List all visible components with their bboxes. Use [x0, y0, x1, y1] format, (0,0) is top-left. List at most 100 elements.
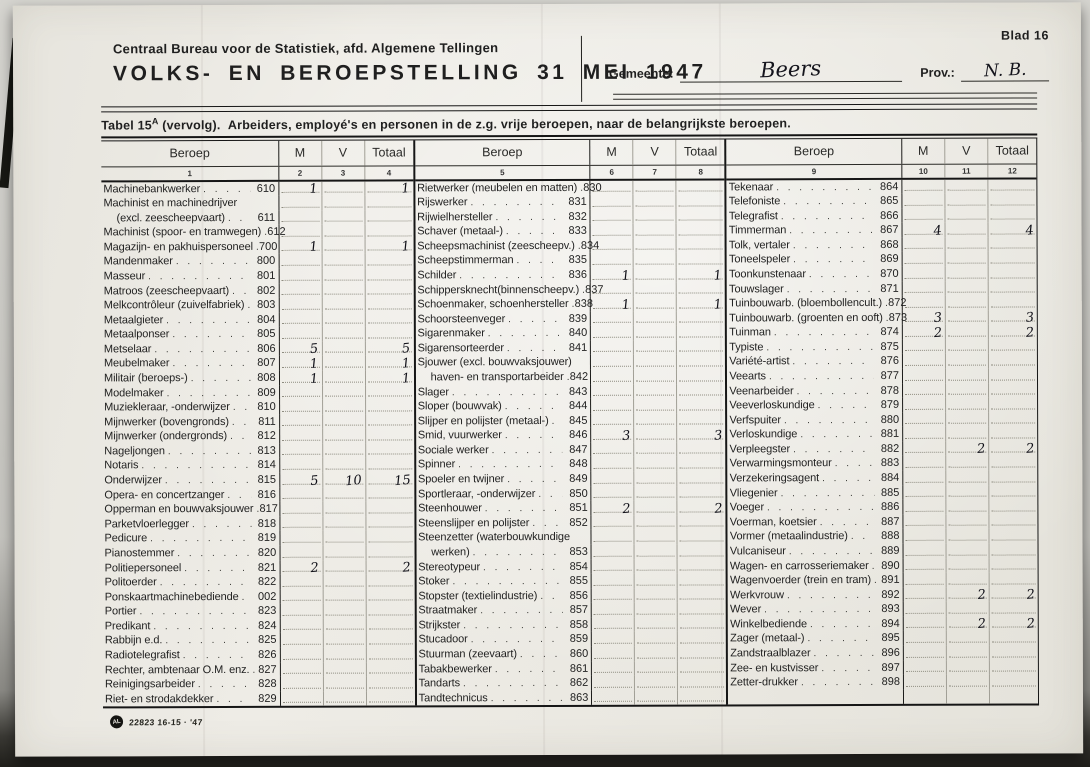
occupation-code: 812 — [257, 430, 276, 443]
dot-leader — [229, 416, 251, 431]
count-cell-v — [944, 310, 988, 326]
count-cell-m — [279, 516, 323, 532]
occupation-cell: Straatmaker 857 — [416, 603, 591, 618]
occupation-cell: Telefoniste 865 — [727, 194, 902, 209]
dot-leader — [163, 314, 250, 329]
table-row: Tandtechnicus 863 — [417, 690, 727, 706]
occupation-cell: Verpleegster 882 — [728, 442, 903, 457]
occupation-cell: werken) 853 — [416, 545, 591, 560]
dotted-fill-line — [636, 555, 675, 557]
column-header-row: Beroep M V Totaal — [414, 138, 725, 166]
count-cell-t — [988, 630, 1038, 646]
occupation-code: 845 — [569, 414, 588, 427]
occupation-code: 869 — [880, 253, 899, 266]
count-cell-t — [676, 398, 726, 414]
handwritten-count: 1 — [309, 356, 320, 373]
count-cell-t — [675, 238, 725, 253]
occupation-label: Zager (metaal-) — [730, 632, 805, 645]
count-cell-m — [278, 458, 322, 473]
occupation-code: 835 — [568, 254, 587, 267]
dotted-fill-line — [679, 540, 724, 542]
count-cell-m — [902, 543, 946, 559]
count-cell-m — [590, 486, 634, 502]
occupation-label: Machinist (spoor- en tramwegen) — [103, 226, 262, 239]
occupation-cell: Tabakbewerker 861 — [417, 661, 592, 676]
dotted-fill-line — [324, 366, 363, 368]
dot-leader — [189, 518, 251, 533]
occupation-code: 802 — [256, 284, 276, 297]
occupation-code: 801 — [256, 269, 276, 282]
occupation-code: 820 — [257, 546, 277, 559]
count-cell-m — [902, 485, 946, 501]
dotted-fill-line — [636, 321, 675, 324]
dotted-fill-line — [948, 656, 987, 658]
occupation-code: 851 — [569, 502, 588, 515]
dotted-fill-line — [637, 700, 676, 703]
count-cell-v — [321, 312, 365, 327]
occupation-cell: Politiepersoneel 821 — [103, 560, 280, 575]
dotted-fill-line — [990, 306, 1035, 308]
dot-leader — [819, 472, 874, 487]
occupation-cell: Stucadoor 859 — [416, 632, 591, 647]
occupation-label: Notaris — [104, 459, 139, 472]
count-cell-m — [902, 529, 946, 544]
handwritten-count: 1 — [713, 296, 723, 313]
dotted-fill-line — [679, 350, 724, 353]
dot-leader — [529, 517, 562, 532]
table-row: Verwarmingsmonteur 883 — [728, 455, 1038, 472]
dotted-fill-line — [991, 422, 1036, 424]
table-row — [728, 689, 1039, 705]
occupation-code: 824 — [258, 619, 277, 632]
dotted-fill-line — [990, 364, 1035, 366]
occupation-code: 852 — [569, 516, 588, 529]
count-cell-v — [632, 209, 676, 224]
handwritten-count: 1 — [621, 297, 631, 313]
dotted-fill-line — [948, 466, 987, 468]
dotted-fill-line — [991, 437, 1036, 439]
count-cell-v — [633, 296, 677, 312]
dotted-fill-line — [325, 570, 364, 572]
count-cell-t — [988, 470, 1038, 486]
occupation-code: 807 — [257, 357, 276, 370]
occupation-label: Vulcaniseur — [729, 545, 786, 558]
dotted-fill-line — [904, 189, 943, 191]
dotted-fill-line — [593, 569, 632, 571]
printer-monogram-icon: AL — [109, 714, 124, 730]
handwritten-count: 3 — [932, 310, 943, 327]
dot-leader — [181, 561, 251, 576]
count-cell-m — [901, 208, 945, 224]
dotted-fill-line — [990, 189, 1035, 191]
occupation-label: Tabakbewerker — [418, 662, 492, 675]
table-row: Voerman, koetsier 887 — [728, 514, 1038, 530]
occupation-label: Variété-artist — [729, 355, 790, 368]
count-cell-v — [633, 559, 677, 574]
table-row: Sigarenmaker 840 — [415, 325, 726, 342]
occupation-label: Militair (beroeps-) — [103, 372, 188, 385]
dotted-fill-line — [947, 277, 986, 279]
count-cell-m — [590, 340, 634, 356]
count-cell-m — [901, 339, 945, 355]
dotted-fill-line — [593, 424, 632, 426]
count-cell-t — [676, 529, 726, 545]
dotted-fill-line — [905, 612, 944, 614]
count-cell-m — [279, 574, 323, 590]
count-cell-t — [988, 601, 1038, 617]
occupation-cell: Sociale werker 847 — [416, 443, 591, 458]
dotted-fill-line — [991, 670, 1036, 672]
occupation-cell: Stuurman (zeevaart) 860 — [416, 647, 591, 662]
count-cell-m — [901, 266, 945, 282]
table-row: Sportleraar, -onderwijzer 850 — [416, 486, 726, 502]
occupation-cell: Steenhouwer 851 — [416, 501, 591, 516]
count-cell-t: 15 — [364, 472, 414, 489]
header-totaal: Totaal — [363, 139, 413, 166]
dotted-fill-line — [593, 322, 632, 324]
dotted-fill-line — [324, 322, 363, 324]
occupation-cell: Sigarensorteerder 841 — [416, 341, 591, 356]
occupation-code: 805 — [257, 328, 276, 341]
dotted-fill-line — [679, 336, 724, 338]
count-cell-m: 2 — [590, 500, 634, 517]
count-cell-v — [944, 383, 989, 398]
occupation-cell: Pedicure 819 — [102, 531, 279, 546]
header-beroep: Beroep — [169, 146, 210, 161]
dot-leader — [164, 387, 251, 402]
